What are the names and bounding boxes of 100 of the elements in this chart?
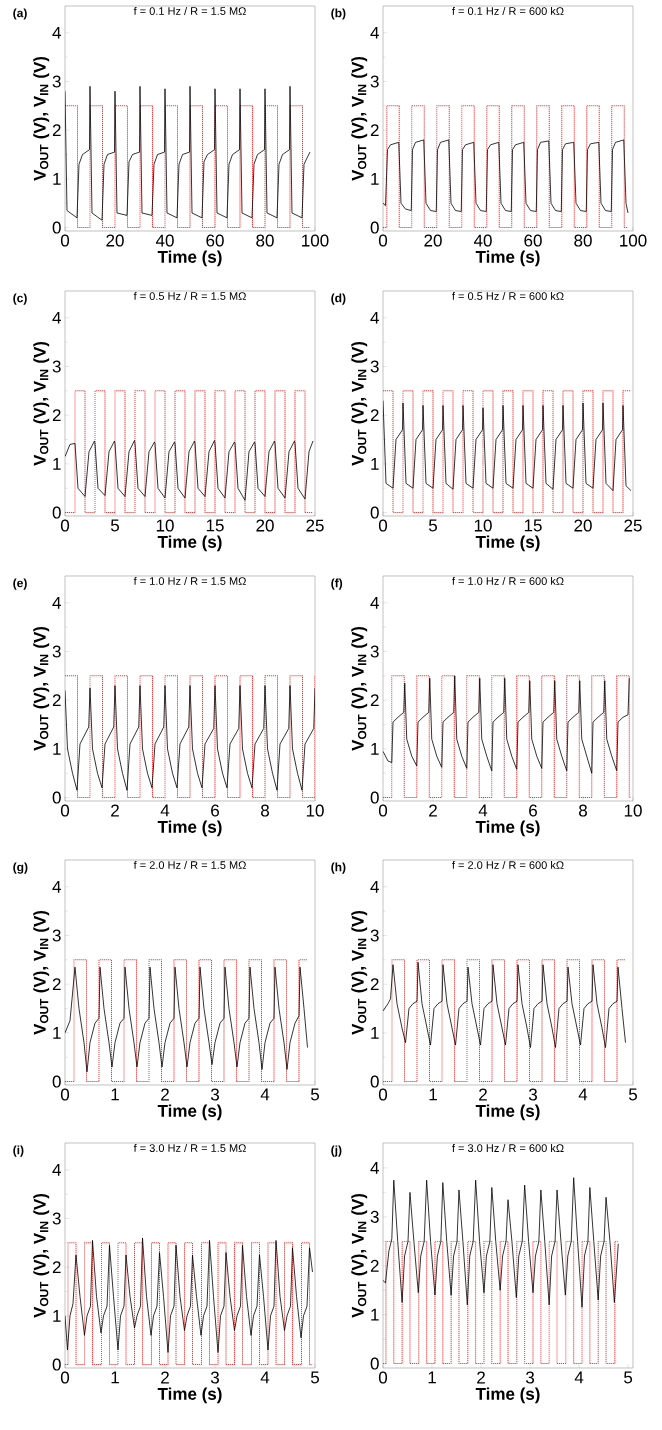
x-tick-label: 60 <box>206 234 224 247</box>
x-tick-label: 10 <box>624 804 642 817</box>
y-tick-label: 1 <box>371 1308 379 1321</box>
x-tick-label: 1 <box>428 1371 436 1384</box>
y-tick-label: 0 <box>370 1357 379 1370</box>
y-tick-label: 0 <box>52 1358 61 1371</box>
y-tick-label: 1 <box>371 173 379 185</box>
text: (b) <box>331 8 346 20</box>
x-axis-title: Time (s) <box>475 535 540 552</box>
x-tick-label: 6 <box>211 804 219 817</box>
y-axis-title: V$_{OUT}$ (V), V$_{IN}$ (V) <box>351 1193 368 1318</box>
chart-title: f = 1.0 Hz / R = 1.5 MΩ <box>133 576 246 585</box>
y-tick-label: 2 <box>52 124 61 137</box>
y-axis-title: V$_{OUT}$ (V), V$_{IN}$ (V) <box>351 910 368 1035</box>
x-tick-label: 3 <box>528 1088 537 1101</box>
x-axis-title: Time (s) <box>475 1387 540 1404</box>
y-tick-label: 4 <box>370 311 379 324</box>
chart-title: f = 0.5 Hz / R = 1.5 MΩ <box>133 291 246 300</box>
y-tick-label: 3 <box>370 929 379 942</box>
x-tick-label: 5 <box>310 1371 320 1384</box>
text: (i) <box>13 1145 24 1157</box>
y-tick-label: 2 <box>52 1261 61 1274</box>
y-tick-label: 3 <box>52 75 61 88</box>
line-series <box>383 961 626 1048</box>
x-tick-label: 2 <box>477 1371 485 1384</box>
y-tick-label: 2 <box>370 978 379 991</box>
x-tick-label: 5 <box>110 519 120 532</box>
x-tick-label: 5 <box>624 1371 633 1384</box>
x-tick-label: 20 <box>256 519 274 532</box>
y-axis-title: V$_{OUT}$ (V), V$_{IN}$ (V) <box>351 56 368 181</box>
chart-title: f = 0.1 Hz / R = 600 kΩ <box>452 6 564 15</box>
chart-title: f = 0.5 Hz / R = 600 kΩ <box>452 291 564 300</box>
x-tick-label: 5 <box>428 519 438 532</box>
chart-title: f = 3.0 Hz / R = 1.5 MΩ <box>133 1143 246 1152</box>
y-axis-title: V$_{OUT}$ (V), V$_{IN}$ (V) <box>33 56 50 181</box>
chart-title: f = 2.0 Hz / R = 1.5 MΩ <box>133 860 246 869</box>
y-tick-label: 1 <box>53 743 61 755</box>
line-series <box>65 440 314 501</box>
y-axis-title: V$_{OUT}$ (V), V$_{IN}$ (V) <box>33 626 50 751</box>
x-axis-title: Time (s) <box>475 820 540 837</box>
x-tick-label: 15 <box>206 519 224 532</box>
chart-title: f = 3.0 Hz / R = 600 kΩ <box>452 1143 564 1152</box>
x-tick-label: 4 <box>260 1088 270 1101</box>
y-tick-label: 2 <box>370 124 379 137</box>
text: (f) <box>331 578 343 590</box>
y-tick-label: 4 <box>52 26 61 39</box>
y-axis-title: V$_{OUT}$ (V), V$_{IN}$ (V) <box>33 1193 50 1318</box>
y-tick-label: 1 <box>371 458 379 470</box>
y-tick-label: 0 <box>370 1075 379 1088</box>
y-tick-label: 3 <box>370 360 379 373</box>
text: (c) <box>13 293 27 305</box>
y-tick-label: 0 <box>52 221 61 234</box>
x-tick-label: 1 <box>111 1371 119 1384</box>
y-tick-label: 2 <box>52 978 61 991</box>
y-tick-label: 0 <box>370 506 379 519</box>
x-tick-label: 40 <box>473 234 492 247</box>
y-tick-label: 4 <box>52 880 61 893</box>
x-tick-label: 10 <box>156 519 174 532</box>
y-tick-label: 1 <box>371 1027 379 1039</box>
line-series <box>65 85 311 221</box>
y-axis-title: V$_{OUT}$ (V), V$_{IN}$ (V) <box>351 341 368 466</box>
y-tick-label: 0 <box>370 791 379 804</box>
y-tick-label: 2 <box>370 1259 379 1272</box>
x-axis-title: Time (s) <box>157 1387 222 1404</box>
x-tick-label: 2 <box>111 804 119 817</box>
x-tick-label: 80 <box>574 234 592 247</box>
y-tick-label: 4 <box>370 596 379 609</box>
y-tick-label: 3 <box>370 1210 379 1223</box>
y-tick-label: 0 <box>52 506 61 519</box>
text: (a) <box>13 8 27 20</box>
x-tick-label: 4 <box>160 804 170 817</box>
y-tick-label: 1 <box>53 1310 61 1322</box>
y-tick-label: 3 <box>52 360 61 373</box>
text: (j) <box>331 1145 342 1157</box>
chart-title: f = 1.0 Hz / R = 600 kΩ <box>452 576 564 585</box>
text: (e) <box>13 578 27 590</box>
x-axis-title: Time (s) <box>475 250 540 267</box>
y-tick-label: 0 <box>52 1075 61 1088</box>
y-axis-title: V$_{OUT}$ (V), V$_{IN}$ (V) <box>351 626 368 751</box>
x-tick-label: 60 <box>524 234 542 247</box>
x-tick-label: 20 <box>106 234 124 247</box>
y-tick-label: 0 <box>52 791 61 804</box>
x-axis-title: Time (s) <box>157 1104 222 1121</box>
y-tick-label: 0 <box>370 221 379 234</box>
y-tick-label: 4 <box>52 311 61 324</box>
text: (g) <box>13 862 28 874</box>
x-tick-label: 2 <box>429 804 437 817</box>
x-tick-label: 1 <box>429 1088 437 1101</box>
x-tick-label: 100 <box>302 234 329 247</box>
y-tick-label: 3 <box>370 645 379 658</box>
y-tick-label: 3 <box>52 929 61 942</box>
y-tick-label: 4 <box>370 26 379 39</box>
x-tick-label: 2 <box>479 1088 487 1101</box>
y-tick-label: 4 <box>52 596 61 609</box>
y-tick-label: 1 <box>53 1027 61 1039</box>
x-tick-label: 4 <box>578 1088 588 1101</box>
y-tick-label: 1 <box>371 743 379 755</box>
y-tick-label: 1 <box>53 458 61 470</box>
x-tick-label: 15 <box>524 519 542 532</box>
x-tick-label: 3 <box>210 1371 219 1384</box>
